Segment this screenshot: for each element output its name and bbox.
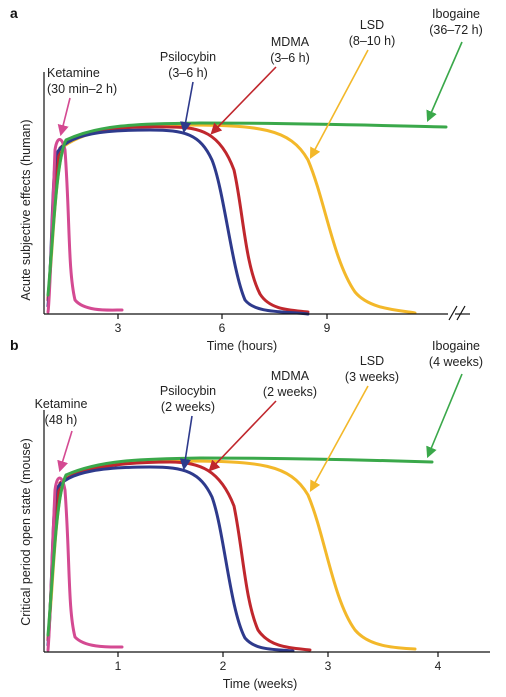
mdma-arrow [208, 400, 277, 472]
mdma-label: MDMA [271, 369, 310, 383]
ibogaine-label: Ibogaine [432, 7, 480, 21]
ketamine-label: Ketamine [47, 66, 100, 80]
psilocybin-duration-label: (2 weeks) [161, 400, 215, 414]
x-axis-label: Time (weeks) [223, 677, 298, 691]
lsd-duration-label: (3 weeks) [345, 370, 399, 384]
mdma-duration-label: (2 weeks) [263, 385, 317, 399]
psilocybin-arrow [179, 415, 193, 471]
ibogaine-curve [46, 456, 434, 637]
mdma-curve [46, 125, 310, 314]
psilocybin-curve [46, 128, 310, 316]
mdma-duration-label: (3–6 h) [270, 51, 310, 65]
ketamine-arrow [57, 430, 73, 473]
x-tick-label: 3 [115, 321, 122, 335]
panel-letter: a [10, 5, 18, 21]
psilocybin-label: Psilocybin [160, 50, 216, 64]
lsd-curve [46, 123, 417, 315]
ketamine-arrow [57, 97, 71, 137]
y-axis-label: Acute subjective effects (human) [19, 119, 33, 300]
ibogaine-label: Ibogaine [432, 339, 480, 353]
x-tick-label: 9 [324, 321, 331, 335]
psilocybin-label: Psilocybin [160, 384, 216, 398]
lsd-arrow [309, 49, 369, 159]
lsd-duration-label: (8–10 h) [349, 34, 396, 48]
ibogaine-arrow [426, 41, 463, 123]
ibogaine-curve [46, 121, 448, 297]
x-tick-label: 3 [325, 659, 332, 673]
panel-a: a 3 6 9 Time (hours) Acute subjective effects… [10, 5, 483, 353]
lsd-arrow [309, 385, 369, 492]
axis-break-mark [448, 305, 458, 321]
x-tick-label: 4 [435, 659, 442, 673]
ketamine-duration-label: (30 min–2 h) [47, 82, 117, 96]
axis-break-mark [456, 305, 466, 321]
y-axis-label: Critical period open state (mouse) [19, 438, 33, 626]
lsd-curve [46, 459, 417, 651]
panel-letter: b [10, 337, 19, 353]
x-tick-label: 1 [115, 659, 122, 673]
psilocybin-arrow [180, 81, 194, 134]
ibogaine-duration-label: (36–72 h) [429, 23, 483, 37]
mdma-label: MDMA [271, 35, 310, 49]
x-axis-label: Time (hours) [207, 339, 277, 353]
lsd-label: LSD [360, 354, 384, 368]
panel-b: b 1 2 3 4 Time (weeks) Critical period open st… [10, 337, 490, 691]
mdma-curve [46, 460, 312, 652]
ibogaine-arrow [426, 373, 463, 459]
lsd-label: LSD [360, 18, 384, 32]
x-tick-label: 2 [220, 659, 227, 673]
psilocybin-duration-label: (3–6 h) [168, 66, 208, 80]
ibogaine-duration-label: (4 weeks) [429, 355, 483, 369]
ketamine-duration-label: (48 h) [45, 413, 78, 427]
x-tick-label: 6 [219, 321, 226, 335]
mdma-arrow [210, 66, 277, 135]
ketamine-label: Ketamine [35, 397, 88, 411]
